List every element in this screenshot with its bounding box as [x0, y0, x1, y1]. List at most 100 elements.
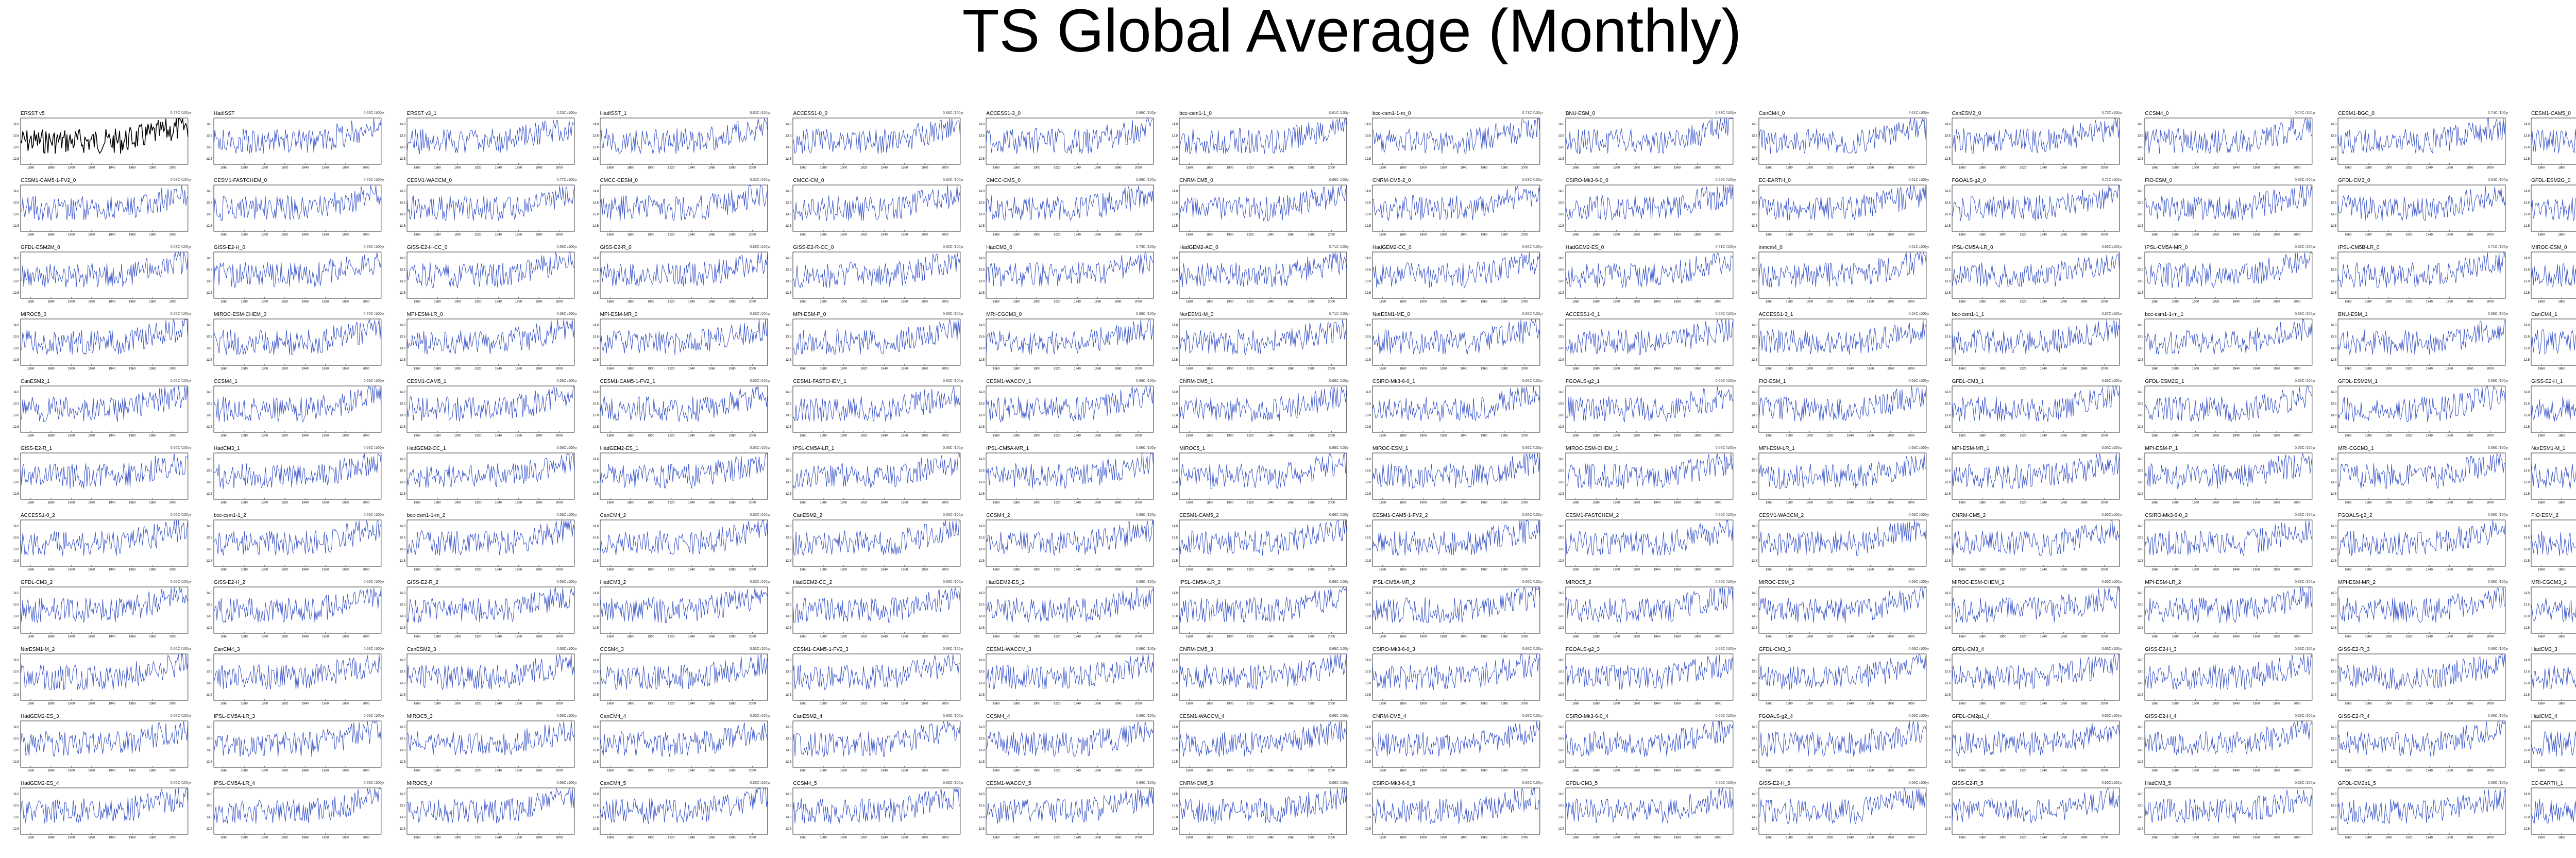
x-tick-label: 2000 — [2294, 836, 2301, 839]
series-line — [792, 453, 961, 490]
y-tick-label: 14.0 — [2331, 726, 2337, 729]
y-tick-label: 12.5 — [2523, 158, 2530, 161]
x-tick-label: 1880 — [1013, 166, 1021, 170]
panel-title: MIROC5_3 — [406, 714, 433, 719]
x-tick-label: 2000 — [749, 501, 756, 504]
chart-panel: GISS-E2-R_5 0.66C /100yr 14.0 13.5 13.0 12.5 1… — [1934, 781, 2123, 848]
panel-trend-label: 0.66C /100yr — [1715, 714, 1736, 718]
y-tick-label: 13.5 — [592, 268, 599, 272]
x-tick-label: 1940 — [109, 568, 116, 571]
y-tick-label: 13.0 — [1944, 280, 1951, 283]
plot-frame — [1758, 184, 1926, 232]
y-tick-label: 13.0 — [1558, 481, 1564, 484]
panel-title: inmcm4_0 — [1758, 245, 1783, 250]
x-tick-label: 1920 — [281, 300, 289, 304]
y-tick-label: 12.5 — [206, 828, 212, 831]
panel-title: CCSM4_0 — [2145, 111, 2169, 116]
panel-title: CSIRO-Mk3-6-0_0 — [1565, 178, 1608, 183]
x-tick-label: 1860 — [607, 836, 614, 839]
y-tick-label: 13.5 — [206, 402, 212, 406]
x-tick-label: 1940 — [1074, 501, 1081, 504]
y-tick-label: 13.0 — [399, 481, 405, 484]
x-tick-label: 1980 — [1887, 635, 1894, 638]
x-tick-label: 1920 — [1633, 501, 1640, 504]
series-line — [2144, 654, 2313, 691]
x-tick-label: 1960 — [1287, 501, 1295, 504]
x-tick-label: 1860 — [1379, 635, 1386, 638]
panel-title: MIROC-ESM-CHEM_2 — [1952, 580, 2005, 585]
panel-title: MIROC5_1 — [1179, 446, 1206, 451]
y-tick-label: 13.0 — [2523, 213, 2530, 216]
x-tick-label: 1900 — [840, 568, 848, 571]
series-line — [213, 721, 382, 757]
plot-frame — [600, 586, 768, 634]
y-tick-label: 12.5 — [2138, 828, 2144, 831]
series-line — [406, 319, 575, 355]
series-line — [1952, 788, 2120, 824]
panel-trend-label: 0.66C /100yr — [363, 379, 384, 383]
series-line — [1179, 788, 1347, 825]
panel-title: MIROC-ESM_2 — [1758, 580, 1795, 585]
y-tick-label: 12.5 — [1365, 158, 1371, 161]
x-tick-label: 2000 — [170, 434, 177, 438]
x-tick-label: 1960 — [1287, 769, 1295, 772]
plot-frame — [2531, 251, 2576, 299]
y-tick-label: 13.5 — [786, 134, 792, 138]
y-tick-label: 12.5 — [2138, 560, 2144, 563]
x-tick-label: 1980 — [1694, 434, 1701, 438]
x-tick-label: 1980 — [1115, 300, 1122, 304]
x-tick-label: 2000 — [1521, 434, 1529, 438]
x-tick-label: 1920 — [2020, 702, 2027, 705]
panel-trend-label: 0.66C /100yr — [2295, 647, 2316, 651]
y-tick-label: 13.5 — [1944, 402, 1951, 406]
x-tick-label: 1860 — [414, 635, 421, 638]
y-tick-label: 13.5 — [2523, 402, 2530, 406]
y-tick-label: 13.5 — [2523, 201, 2530, 205]
series-line — [406, 721, 575, 755]
x-tick-label: 1960 — [1481, 300, 1488, 304]
panel-title: CanCM4_1 — [2531, 312, 2557, 317]
x-tick-label: 1860 — [800, 434, 807, 438]
x-tick-label: 1920 — [2213, 501, 2220, 504]
y-tick-label: 12.5 — [786, 627, 792, 630]
x-tick-label: 2000 — [2487, 166, 2494, 170]
y-tick-label: 13.5 — [2523, 737, 2530, 741]
chart-panel: CSIRO-Mk3-6-0_3 0.66C /100yr 14.0 13.5 13.0 1… — [1354, 647, 1543, 714]
x-tick-label: 2000 — [170, 233, 177, 237]
x-tick-label: 2000 — [1521, 769, 1529, 772]
panel-title: MPI-ESM-P_1 — [2145, 446, 2178, 451]
panel-trend-label: 0.66C /100yr — [170, 446, 191, 450]
plot-frame — [1758, 385, 1926, 433]
x-tick-label: 1940 — [495, 501, 502, 504]
series-line — [792, 185, 961, 221]
x-tick-label: 1860 — [2345, 166, 2352, 170]
y-tick-label: 12.5 — [1944, 627, 1951, 630]
x-tick-label: 1920 — [1633, 635, 1640, 638]
x-tick-label: 1900 — [454, 501, 461, 504]
plot-frame — [2337, 787, 2506, 835]
panel-trend-label: 0.61C /100yr — [1908, 111, 1929, 115]
x-tick-label: 1920 — [1633, 166, 1640, 170]
plot-frame — [1372, 586, 1540, 634]
x-tick-label: 1940 — [495, 635, 502, 638]
panel-title: GFDL-CM3_1 — [1952, 379, 1984, 384]
plot-frame — [793, 251, 961, 299]
plot-frame — [986, 117, 1154, 165]
x-tick-label: 1920 — [1826, 434, 1834, 438]
x-tick-label: 1960 — [515, 166, 522, 170]
x-tick-label: 1920 — [1247, 635, 1254, 638]
x-tick-label: 1860 — [27, 568, 35, 571]
panel-trend-label: 0.68C /100yr — [556, 312, 578, 316]
x-tick-label: 1860 — [800, 836, 807, 839]
chart-panel: GFDL-CM3_3 0.66C /100yr 14.0 13.5 13.0 12.5 18… — [1740, 647, 1929, 714]
plot-frame — [600, 184, 768, 232]
plot-frame — [1372, 452, 1540, 500]
panel-title: HadGEM2-ES_4 — [21, 781, 59, 786]
